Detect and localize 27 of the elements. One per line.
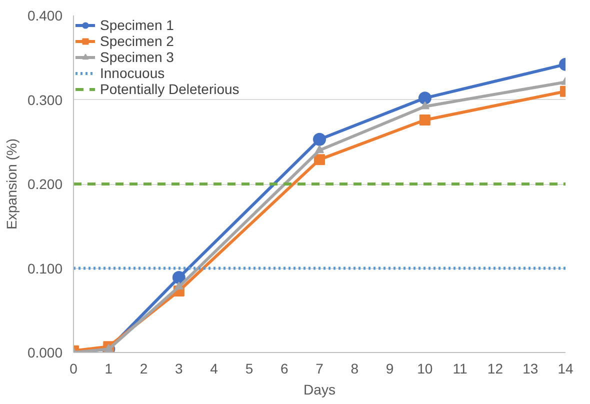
- x-tick-label: 11: [452, 360, 468, 376]
- x-tick-label: 8: [350, 360, 359, 376]
- x-tick-label: 2: [140, 360, 148, 376]
- legend-label: Specimen 2: [100, 33, 174, 49]
- x-tick-label: 12: [487, 360, 504, 376]
- x-tick-label: 13: [522, 360, 538, 376]
- legend-label: Innocuous: [100, 65, 165, 81]
- y-tick-label: 0.400: [27, 8, 63, 24]
- x-tick-label: 4: [210, 360, 218, 376]
- x-tick-label: 14: [558, 360, 574, 376]
- x-tick-label: 9: [386, 360, 394, 376]
- x-tick-label: 1: [104, 360, 113, 376]
- y-tick-label: 0.100: [27, 260, 63, 276]
- y-tick-label: 0.300: [27, 92, 63, 108]
- legend-label: Specimen 1: [100, 17, 174, 33]
- legend-label: Specimen 3: [100, 49, 174, 65]
- x-tick-label: 5: [245, 360, 254, 376]
- x-tick-label: 6: [280, 360, 288, 376]
- legend-label: Potentially Deleterious: [100, 81, 240, 97]
- y-tick-label: 0.000: [27, 344, 63, 360]
- y-axis-title: Expansion (%): [3, 138, 20, 230]
- x-tick-label: 7: [316, 360, 324, 376]
- y-tick-label: 0.200: [27, 176, 63, 192]
- x-tick-label: 3: [175, 360, 184, 376]
- x-tick-label: 0: [70, 360, 78, 376]
- x-axis-title: Days: [304, 382, 336, 398]
- x-tick-label: 10: [417, 360, 433, 376]
